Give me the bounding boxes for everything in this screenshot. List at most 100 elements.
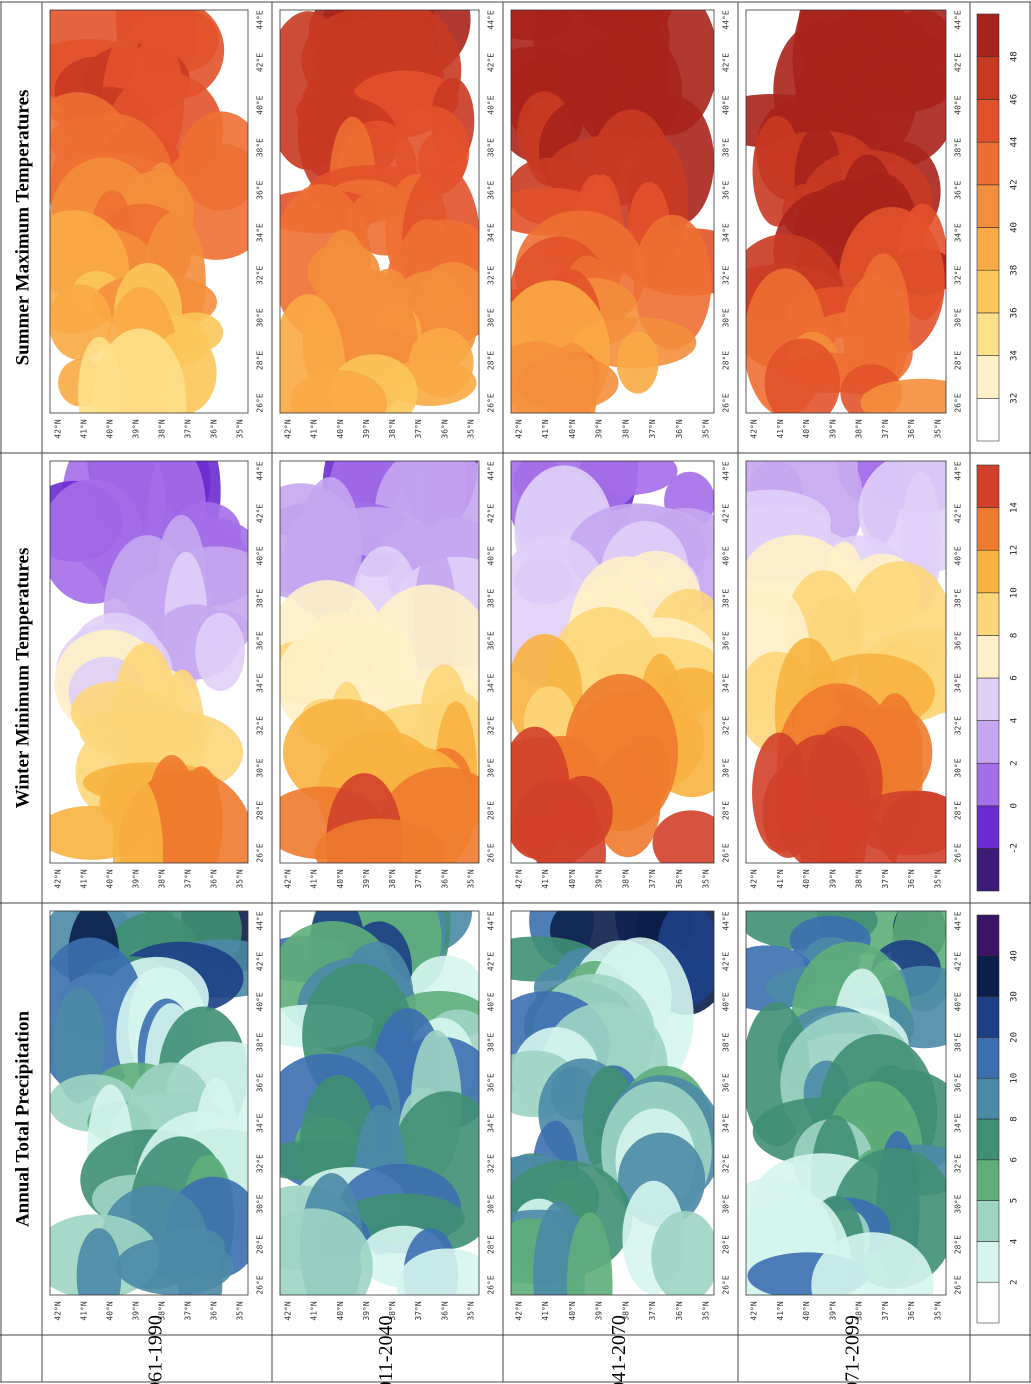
colorbar-swatch [977, 593, 999, 636]
lat-label: 35°N [934, 419, 943, 438]
lat-label: 39°N [132, 1301, 141, 1320]
lat-label: 38°N [621, 869, 630, 888]
lat-label: 38°N [158, 419, 167, 438]
lon-label: 34°E [954, 223, 963, 242]
lat-label: 41°N [776, 1301, 785, 1320]
colorbar-swatch [977, 956, 999, 997]
lon-label: 42°E [487, 952, 496, 971]
lat-label: 36°N [907, 419, 916, 438]
period-label: 2071-2099 [842, 1315, 864, 1384]
lon-label: 32°E [954, 1154, 963, 1173]
colorbar-label: 8 [1010, 1116, 1020, 1121]
lon-label: 30°E [487, 308, 496, 327]
colorbar-swatch [977, 1119, 999, 1160]
colorbar-swatch [977, 678, 999, 721]
map-body [465, 850, 736, 1359]
lon-label: 44°E [256, 461, 265, 480]
lat-label: 39°N [595, 1301, 604, 1320]
lat-label: 35°N [236, 419, 245, 438]
lon-label: 42°E [954, 504, 963, 523]
lon-label: 38°E [954, 589, 963, 608]
lat-label: 35°N [934, 869, 943, 888]
colorbar-swatch [977, 142, 999, 185]
lat-label: 40°N [802, 1301, 811, 1320]
lon-label: 32°E [487, 266, 496, 285]
lon-label: 28°E [256, 1235, 265, 1254]
lat-label: 42°N [284, 1301, 293, 1320]
lat-label: 40°N [336, 419, 345, 438]
lon-label: 38°E [954, 1033, 963, 1052]
lon-label: 28°E [256, 351, 265, 370]
lat-label: 42°N [750, 419, 759, 438]
lat-label: 39°N [132, 419, 141, 438]
colorbar-label: 8 [1010, 633, 1020, 638]
lon-label: 28°E [722, 351, 731, 370]
lat-label: 39°N [362, 419, 371, 438]
map-region [651, 1211, 719, 1302]
map-region [536, 795, 606, 912]
colorbar-label: 14 [1010, 502, 1020, 513]
lon-label: 30°E [954, 1194, 963, 1213]
colorbar-label: 2 [1010, 760, 1020, 765]
map [32, 865, 291, 1323]
lon-label: 26°E [954, 1275, 963, 1294]
lon-label: 40°E [722, 95, 731, 114]
lat-label: 40°N [568, 1301, 577, 1320]
colorbar-swatch [977, 99, 999, 142]
lon-label: 34°E [954, 673, 963, 692]
lon-label: 40°E [487, 546, 496, 565]
lon-label: 26°E [256, 1275, 265, 1294]
lat-label: 36°N [907, 1301, 916, 1320]
lon-label: 40°E [256, 546, 265, 565]
map-body [245, 852, 505, 1324]
map [258, 0, 506, 451]
lon-label: 38°E [256, 589, 265, 608]
row-title: Annual Total Precipitation [12, 1011, 33, 1228]
lon-label: 36°E [722, 180, 731, 199]
lat-label: 35°N [702, 1301, 711, 1320]
lon-label: 40°E [722, 992, 731, 1011]
colorbar-swatch [977, 270, 999, 313]
lon-label: 36°E [487, 631, 496, 650]
colorbar-swatch [977, 1241, 999, 1282]
map-body [32, 865, 291, 1323]
colorbar-label: 38 [1010, 265, 1020, 276]
colorbar-swatch [977, 185, 999, 228]
lat-label: 41°N [80, 1301, 89, 1320]
lon-label: 44°E [954, 911, 963, 930]
map [245, 852, 505, 1324]
lat-label: 40°N [336, 1301, 345, 1320]
colorbar-label: 0 [1010, 803, 1020, 808]
lon-label: 28°E [256, 801, 265, 820]
lat-label: 37°N [414, 419, 423, 438]
lon-label: 26°E [487, 1275, 496, 1294]
lat-label: 37°N [414, 1301, 423, 1320]
lon-label: 42°E [722, 53, 731, 72]
lon-label: 40°E [954, 95, 963, 114]
map-body [25, 402, 277, 928]
lon-label: 32°E [954, 266, 963, 285]
lon-label: 30°E [256, 758, 265, 777]
colorbar-label: 5 [1010, 1198, 1020, 1203]
lon-label: 28°E [722, 1235, 731, 1254]
lon-label: 36°E [722, 631, 731, 650]
lon-label: 44°E [256, 10, 265, 29]
map [705, 398, 990, 894]
colorbar-swatch [977, 1078, 999, 1119]
colorbar-label: 48 [1010, 51, 1020, 62]
lon-label: 28°E [487, 801, 496, 820]
map [707, 867, 978, 1342]
lon-label: 40°E [487, 95, 496, 114]
lon-label: 44°E [487, 10, 496, 29]
map-region [567, 1212, 613, 1359]
lon-label: 32°E [722, 266, 731, 285]
colorbar-swatch [977, 915, 999, 956]
lon-label: 32°E [256, 266, 265, 285]
lat-label: 41°N [310, 869, 319, 888]
map [478, 391, 742, 911]
lat-label: 36°N [440, 869, 449, 888]
lat-label: 38°N [855, 419, 864, 438]
colorbar-swatch [977, 1160, 999, 1201]
lon-label: 36°E [954, 1073, 963, 1092]
lat-label: 41°N [310, 1301, 319, 1320]
